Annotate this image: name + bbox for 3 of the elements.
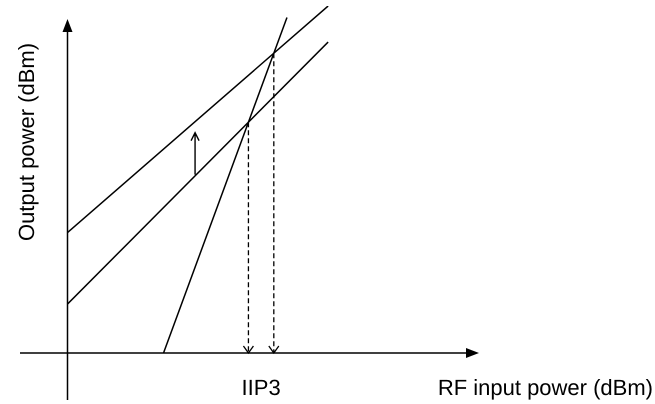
text: IIP3 xyxy=(242,375,281,400)
y-axis-title: Output power (dBm) xyxy=(14,42,39,242)
x-axis-title: RF input power (dBm) xyxy=(438,375,653,400)
